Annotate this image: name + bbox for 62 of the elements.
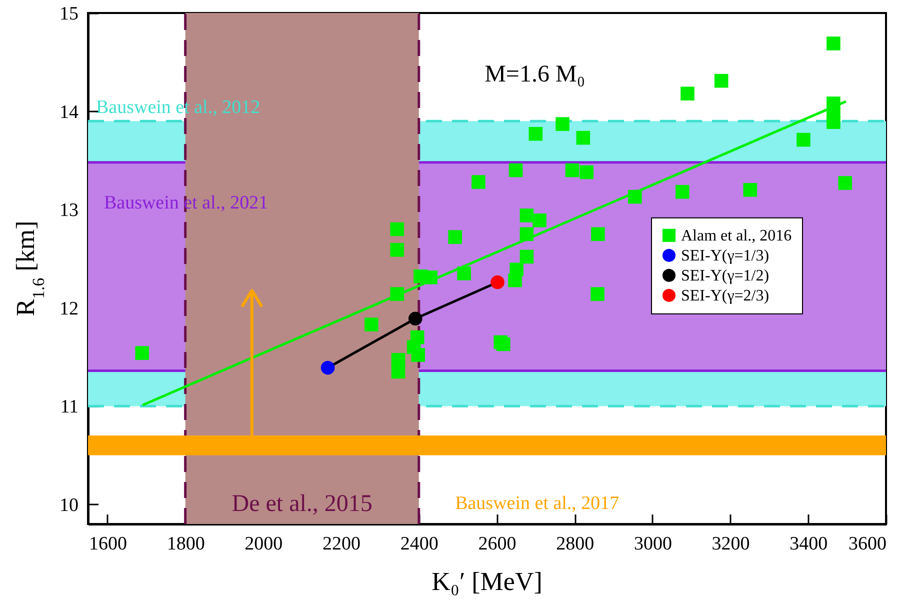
point (676, 184, 690, 199)
point (508, 273, 522, 288)
x-tick-label: 2000 (244, 534, 283, 554)
point (565, 163, 580, 178)
point (390, 242, 404, 257)
point (826, 36, 840, 50)
x-tick-label: 2400 (400, 534, 438, 554)
x-tick-label: 3400 (790, 534, 828, 554)
point (364, 318, 378, 332)
x-tick-label: 3000 (634, 534, 672, 554)
point (490, 275, 504, 290)
y-tick-label: 11 (60, 396, 78, 418)
point (714, 74, 728, 88)
legend-label: Alam et al., 2016 (681, 227, 792, 244)
point (135, 346, 149, 360)
point (448, 230, 462, 244)
y-tick-label: 15 (60, 4, 78, 24)
y-tick-label: 13 (60, 200, 78, 222)
point (576, 130, 590, 145)
point (580, 165, 594, 180)
band-label: De et al., 2015 (232, 491, 372, 517)
point (628, 190, 642, 204)
x-tick-label: 2800 (556, 534, 594, 554)
point (680, 86, 694, 100)
point (320, 360, 335, 375)
x-tick-label: 2200 (322, 534, 361, 554)
point (411, 348, 425, 362)
point (457, 266, 471, 280)
point (826, 115, 840, 129)
point (408, 312, 422, 326)
legend-label: SEI-Y(γ=2/3) (681, 287, 770, 304)
point (390, 287, 404, 301)
point (508, 163, 523, 178)
x-tick-label: 1600 (88, 534, 127, 554)
point (743, 182, 758, 197)
y-tick-label: 12 (60, 298, 78, 320)
y-tick-label: 14 (60, 102, 79, 123)
point (838, 176, 852, 190)
point (472, 175, 486, 189)
x-tick-label: 1800 (166, 534, 205, 554)
point (591, 227, 605, 241)
y-tick-label: 10 (60, 494, 78, 516)
x-tick-label: 3200 (712, 534, 750, 554)
x-tick-label: 2600 (478, 534, 516, 554)
point (520, 250, 534, 264)
legend-label: SEI-Y(γ=1/3) (681, 247, 770, 264)
point (390, 222, 404, 236)
point (391, 364, 406, 379)
point (520, 208, 534, 222)
point (796, 132, 810, 147)
point (424, 270, 438, 284)
point (520, 227, 534, 241)
legend-label: SEI-Y(γ=1/2) (681, 267, 770, 284)
point (532, 213, 546, 228)
point (556, 117, 570, 131)
point (528, 126, 543, 141)
point (590, 287, 604, 301)
x-tick-label: 3600 (848, 534, 886, 554)
point (496, 337, 510, 352)
x-axis-title: K₀′ [MeV] (432, 567, 542, 596)
annotation: M=1.6 M₀ (484, 61, 586, 88)
band-label: Bauswein et al., 2017 (455, 493, 620, 514)
